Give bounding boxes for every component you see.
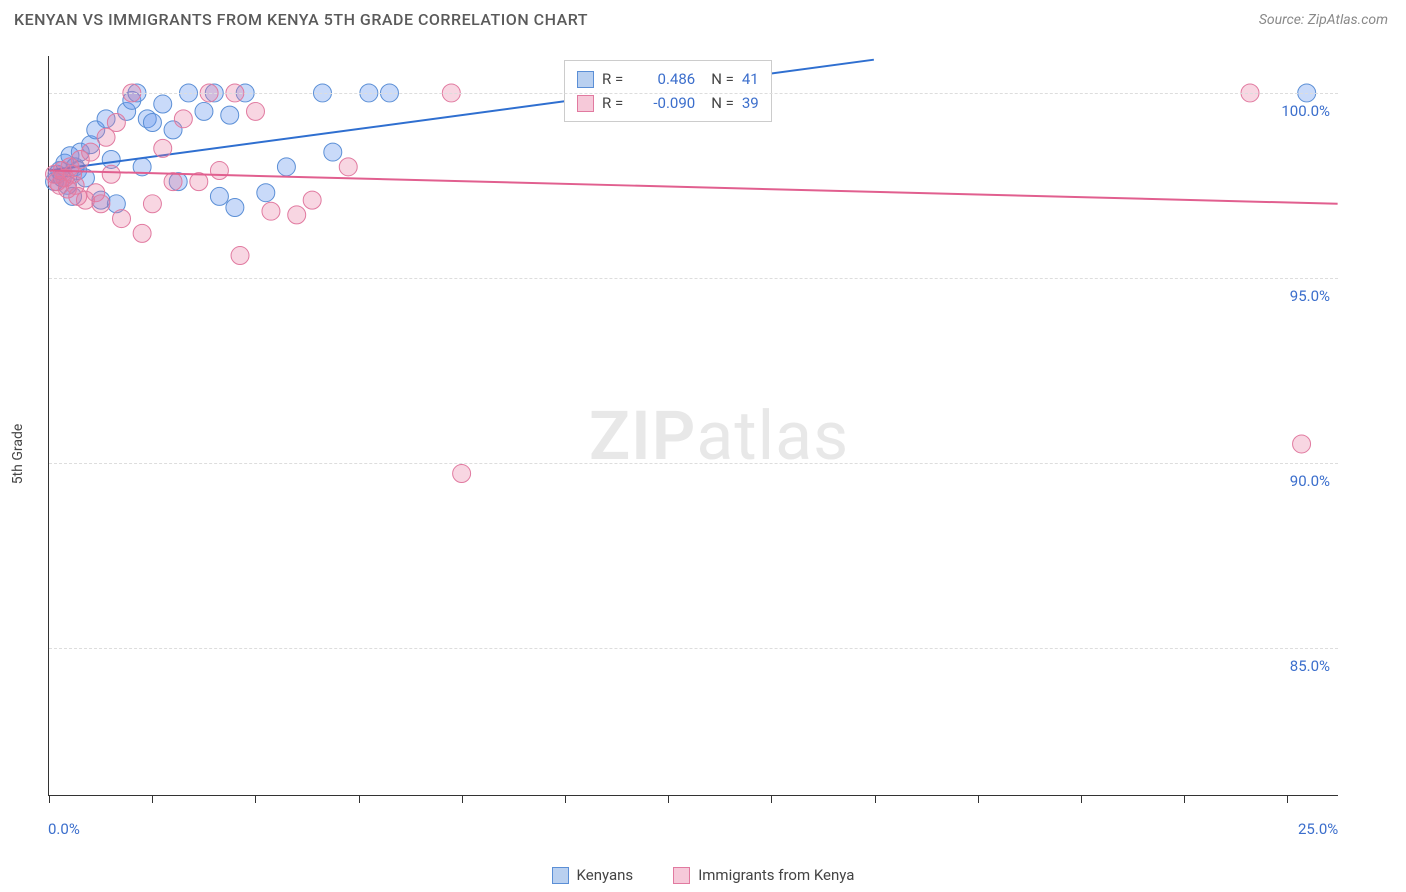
corr-swatch [577, 71, 594, 88]
data-point [210, 187, 228, 205]
correlation-row: R = -0.090 N = 39 [577, 91, 759, 115]
data-point [143, 195, 161, 213]
corr-r-value: -0.090 [631, 91, 695, 115]
data-point [154, 95, 172, 113]
x-tick-label: 25.0% [1298, 820, 1338, 838]
trend-line [49, 171, 1337, 204]
source-label: Source: ZipAtlas.com [1259, 12, 1388, 28]
y-axis-label: 5th Grade [10, 424, 26, 485]
legend-label: Kenyans [577, 866, 634, 884]
grid-line [49, 463, 1338, 464]
data-point [262, 202, 280, 220]
corr-r-label: R = [602, 91, 623, 115]
correlation-row: R = 0.486 N = 41 [577, 67, 759, 91]
grid-line [49, 93, 1338, 94]
correlation-box: R = 0.486 N = 41 R = -0.090 N = 39 [564, 60, 772, 122]
x-tick [1287, 795, 1288, 803]
data-point [164, 173, 182, 191]
corr-r-label: R = [602, 67, 623, 91]
data-point [257, 184, 275, 202]
corr-n-value: 41 [742, 67, 759, 91]
data-point [174, 110, 192, 128]
x-tick [1081, 795, 1082, 803]
data-point [247, 102, 265, 120]
x-tick [255, 795, 256, 803]
data-point [324, 143, 342, 161]
data-point [82, 143, 100, 161]
x-tick [359, 795, 360, 803]
header-bar: KENYAN VS IMMIGRANTS FROM KENYA 5TH GRAD… [0, 0, 1406, 35]
data-point [133, 224, 151, 242]
x-tick [875, 795, 876, 803]
data-point [231, 247, 249, 265]
chart-plot-area: ZIPatlas R =0.486N =41R =-0.090N =39 85.… [48, 56, 1338, 796]
x-tick [565, 795, 566, 803]
x-tick [462, 795, 463, 803]
data-point [277, 158, 295, 176]
data-point [113, 210, 131, 228]
legend-item: Immigrants from Kenya [673, 866, 854, 884]
corr-n-value: 39 [742, 91, 759, 115]
data-point [221, 106, 239, 124]
data-point [195, 102, 213, 120]
corr-r-value: 0.486 [631, 67, 695, 91]
data-point [339, 158, 357, 176]
data-point [102, 165, 120, 183]
legend-swatch [673, 867, 690, 884]
data-point [92, 195, 110, 213]
x-tick [49, 795, 50, 803]
legend-swatch [552, 867, 569, 884]
x-tick [668, 795, 669, 803]
y-tick-label: 95.0% [1290, 287, 1330, 305]
grid-line [49, 648, 1338, 649]
chart-title: KENYAN VS IMMIGRANTS FROM KENYA 5TH GRAD… [14, 10, 588, 29]
data-point [210, 162, 228, 180]
data-point [453, 465, 471, 483]
x-tick [771, 795, 772, 803]
grid-line [49, 278, 1338, 279]
legend-item: Kenyans [552, 866, 634, 884]
y-tick-label: 90.0% [1290, 472, 1330, 490]
y-tick-label: 85.0% [1290, 657, 1330, 675]
plot-svg [49, 56, 1338, 795]
data-point [1293, 435, 1311, 453]
data-point [288, 206, 306, 224]
data-point [303, 191, 321, 209]
y-tick-label: 100.0% [1281, 102, 1330, 120]
x-tick [978, 795, 979, 803]
data-point [143, 114, 161, 132]
x-tick-label: 0.0% [48, 820, 80, 838]
corr-swatch [577, 95, 594, 112]
legend-label: Immigrants from Kenya [698, 866, 854, 884]
x-tick [152, 795, 153, 803]
data-point [107, 114, 125, 132]
legend: Kenyans Immigrants from Kenya [0, 866, 1406, 884]
x-tick [1184, 795, 1185, 803]
corr-n-label: N = [711, 91, 734, 115]
data-point [226, 199, 244, 217]
corr-n-label: N = [711, 67, 734, 91]
data-point [154, 139, 172, 157]
